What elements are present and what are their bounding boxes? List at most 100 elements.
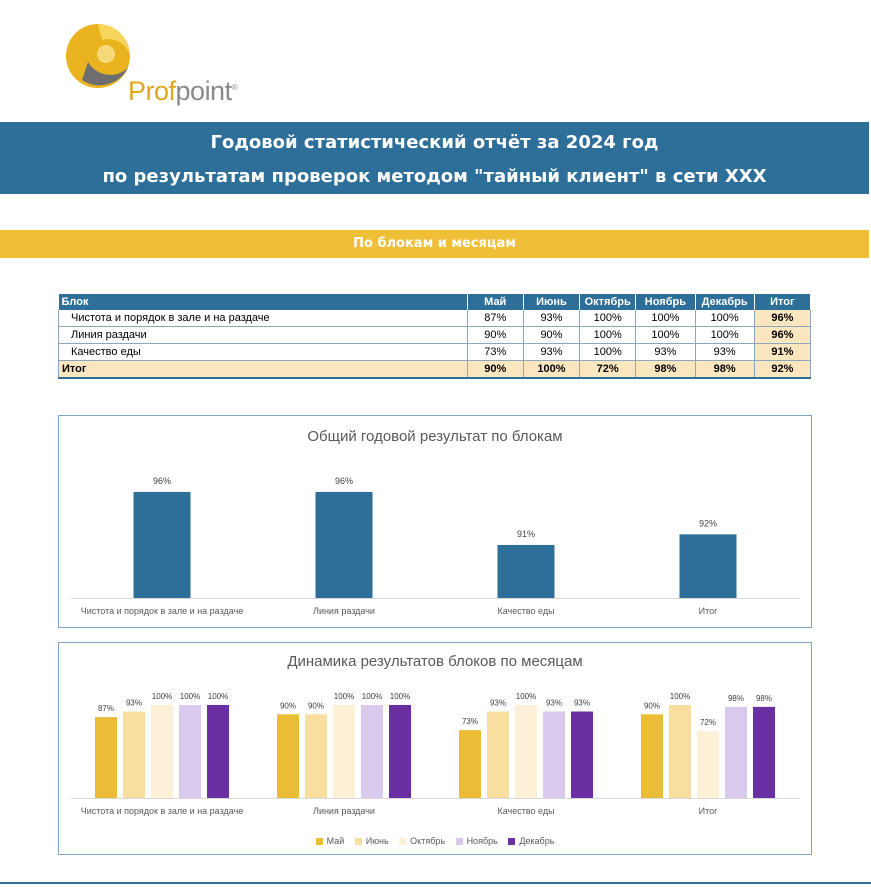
table-header-cell: Декабрь <box>695 294 755 310</box>
table-header-cell: Ноябрь <box>635 294 696 310</box>
bar <box>487 711 509 798</box>
data-label: 100% <box>670 692 690 701</box>
table-header-cell: Октябрь <box>579 294 637 310</box>
table-cell: 100% <box>695 326 755 344</box>
table-cell: 100% <box>695 310 755 327</box>
annual-result-chart-plot: 96% Чистота и порядок в зале и на раздаче… <box>71 476 799 616</box>
data-label: 91% <box>517 529 535 539</box>
x-tick-label: Чистота и порядок в зале и на раздаче <box>81 606 244 616</box>
legend-label: Октябрь <box>410 836 446 846</box>
x-tick-label: Линия раздачи <box>313 806 375 816</box>
legend-label: Ноябрь <box>466 836 498 846</box>
table-row: Линия раздачи 90% 90% 100% 100% 100% 96% <box>58 326 812 344</box>
logo-wordmark: Profpoint® <box>128 76 238 106</box>
report-title-line2: по результатам проверок методом "тайный … <box>102 166 767 187</box>
bar <box>459 730 481 798</box>
x-tick-label: Чистота и порядок в зале и на раздаче <box>81 806 244 816</box>
bar <box>669 705 691 798</box>
table-cell-total: 92% <box>754 360 812 379</box>
bar <box>641 714 663 798</box>
bar <box>725 706 747 798</box>
bar <box>515 705 537 798</box>
data-label: 100% <box>152 692 172 701</box>
data-label: 90% <box>644 701 660 710</box>
bar <box>571 711 593 798</box>
table-cell: 72% <box>579 360 637 379</box>
legend-swatch <box>399 838 407 846</box>
data-label: 100% <box>516 692 536 701</box>
table-header-cell: Блок <box>58 294 468 310</box>
table-total-row: Итог 90% 100% 72% 98% 98% 92% <box>58 360 812 379</box>
table-cell: 90% <box>523 326 581 344</box>
data-label: 87% <box>98 704 114 713</box>
page-bottom-rule <box>0 882 871 884</box>
bar <box>497 544 555 598</box>
bar <box>207 705 229 798</box>
legend-swatch <box>455 838 463 846</box>
table-header-cell: Итог <box>754 294 812 310</box>
data-label: 72% <box>700 718 716 727</box>
data-label: 100% <box>362 692 382 701</box>
data-label: 90% <box>308 701 324 710</box>
bar <box>277 714 299 798</box>
bar <box>123 711 145 798</box>
x-tick-label: Линия раздачи <box>313 606 375 616</box>
bar <box>151 705 173 798</box>
legend-item: Ноябрь <box>455 836 498 846</box>
table-cell: 100% <box>579 343 637 361</box>
legend-label: Декабрь <box>519 836 555 846</box>
table-cell: 100% <box>635 310 696 327</box>
monthly-dynamics-chart-plot: 87% 93% 100% 100% 100% Чистота и порядок в за… <box>71 692 799 816</box>
bar <box>361 705 383 798</box>
results-table: Блок Май Июнь Октябрь Ноябрь Декабрь Ито… <box>58 294 812 379</box>
bar <box>179 705 201 798</box>
legend-swatch <box>508 838 516 846</box>
data-label: 100% <box>390 692 410 701</box>
table-cell-block: Линия раздачи <box>58 326 468 344</box>
bar <box>305 714 327 798</box>
data-label: 98% <box>756 694 772 703</box>
bar <box>333 705 355 798</box>
x-tick-label: Качество еды <box>497 806 554 816</box>
table-row: Качество еды 73% 93% 100% 93% 93% 91% <box>58 343 812 361</box>
bar <box>679 534 737 598</box>
data-label: 96% <box>335 476 353 486</box>
legend-swatch <box>315 838 323 846</box>
x-tick-label: Итог <box>699 806 718 816</box>
legend-item: Май <box>315 836 344 846</box>
table-row: Чистота и порядок в зале и на раздаче 87… <box>58 310 812 327</box>
table-cell: 93% <box>635 343 696 361</box>
table-cell: 100% <box>579 326 637 344</box>
table-cell: 90% <box>467 326 524 344</box>
bar <box>95 717 117 798</box>
table-cell: 100% <box>523 360 581 379</box>
data-label: 98% <box>728 694 744 703</box>
legend-swatch <box>354 838 362 846</box>
table-header-cell: Май <box>467 294 524 310</box>
data-label: 100% <box>208 692 228 701</box>
legend-item: Октябрь <box>399 836 445 846</box>
table-cell-total: 91% <box>754 343 812 361</box>
table-cell: 73% <box>467 343 524 361</box>
legend-item: Июнь <box>354 836 389 846</box>
table-cell: 100% <box>635 326 696 344</box>
legend-item: Декабрь <box>508 836 554 846</box>
bar <box>315 491 373 598</box>
data-label: 90% <box>280 701 296 710</box>
data-label: 96% <box>153 476 171 486</box>
table-cell: 87% <box>467 310 524 327</box>
table-cell: 98% <box>695 360 755 379</box>
chart-title: Динамика результатов блоков по месяцам <box>287 653 583 670</box>
data-label: 92% <box>699 518 717 528</box>
chart-title: Общий годовой результат по блокам <box>307 428 563 445</box>
table-cell-block: Итог <box>58 360 468 379</box>
table-cell: 93% <box>695 343 755 361</box>
bar <box>697 731 719 798</box>
table-cell-block: Чистота и порядок в зале и на раздаче <box>58 310 468 327</box>
data-label: 73% <box>462 717 478 726</box>
table-header-row: Блок Май Июнь Октябрь Ноябрь Декабрь Ито… <box>58 294 812 310</box>
data-label: 93% <box>490 699 506 708</box>
section-subtitle: По блокам и месяцам <box>0 230 869 258</box>
logo-emblem-icon <box>66 24 130 88</box>
data-label: 100% <box>180 692 200 701</box>
